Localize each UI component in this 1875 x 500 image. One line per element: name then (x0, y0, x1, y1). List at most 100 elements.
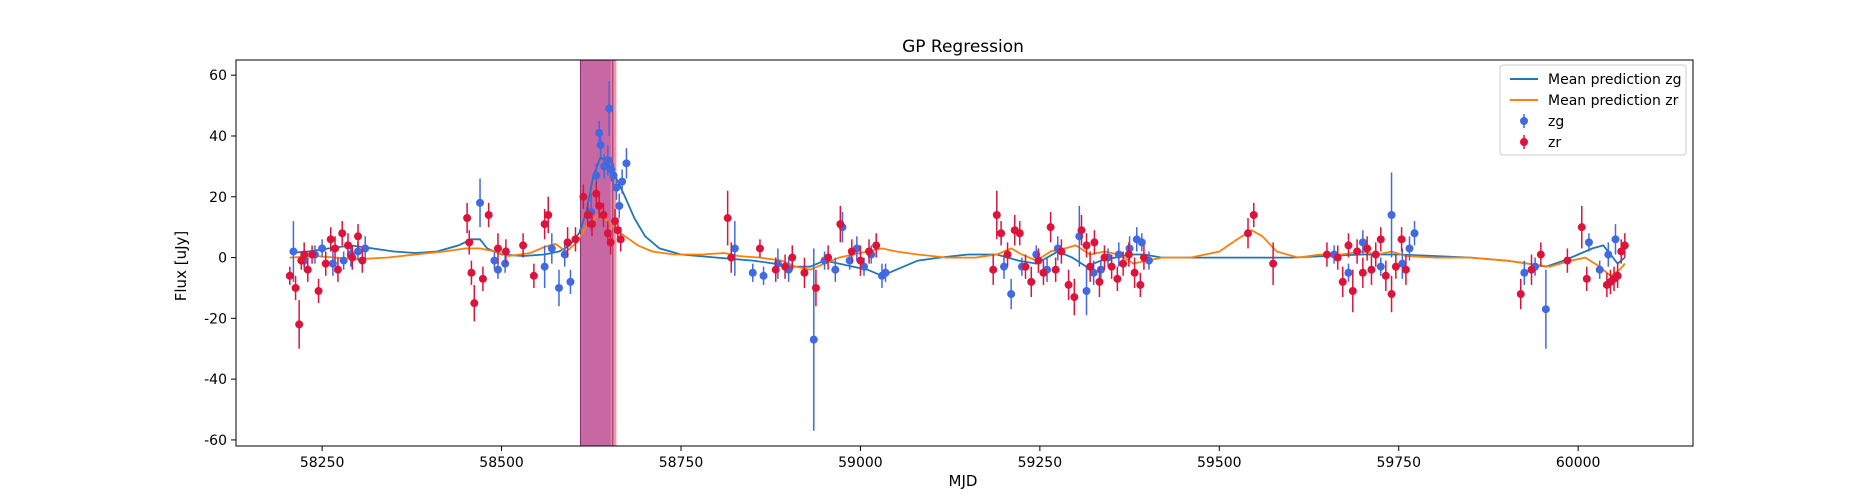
data-point (560, 250, 569, 259)
data-point (547, 244, 556, 253)
data-point (571, 235, 580, 244)
data-point (1344, 268, 1353, 277)
data-point (727, 253, 736, 262)
data-point (326, 235, 335, 244)
legend: Mean prediction zg Mean prediction zr zg zr (1499, 64, 1687, 156)
y-tick-label: 0 (218, 251, 227, 267)
x-tick-label: 59000 (838, 455, 883, 471)
data-point (836, 220, 845, 229)
x-tick-label: 58250 (300, 455, 345, 471)
data-point (1401, 265, 1410, 274)
data-point (1563, 256, 1572, 265)
data-point (1611, 235, 1620, 244)
data-point (291, 283, 300, 292)
data-point (612, 183, 621, 192)
data-point (1027, 277, 1036, 286)
data-point (865, 247, 874, 256)
data-point (1613, 271, 1622, 280)
data-point (1367, 265, 1376, 274)
data-point (540, 220, 549, 229)
data-point (788, 253, 797, 262)
legend-label: Mean prediction zr (1548, 93, 1679, 109)
y-tick-label: 40 (209, 129, 227, 145)
data-point (605, 104, 614, 113)
data-point (1410, 229, 1419, 238)
data-point (519, 241, 528, 250)
data-point (1107, 262, 1116, 271)
data-point (501, 247, 510, 256)
data-point (1391, 262, 1400, 271)
data-point (338, 229, 347, 238)
data-point (1100, 253, 1109, 262)
data-point (1541, 305, 1550, 314)
data-point (348, 253, 357, 262)
data-point (1397, 235, 1406, 244)
data-point (595, 128, 604, 137)
highlight-span-1 (610, 60, 617, 446)
x-tick-label: 59500 (1197, 455, 1242, 471)
data-point (476, 198, 485, 207)
x-tick-label: 59250 (1018, 455, 1063, 471)
data-point (600, 162, 609, 171)
data-point (1064, 280, 1073, 289)
chart-title: GP Regression (902, 37, 1024, 57)
data-point (490, 256, 499, 265)
data-point (603, 156, 612, 165)
data-point (615, 201, 624, 210)
data-point (285, 271, 294, 280)
data-point (343, 241, 352, 250)
data-point (1358, 268, 1367, 277)
data-point (540, 262, 549, 271)
data-point (1090, 238, 1099, 247)
data-point (1086, 262, 1095, 271)
data-point (328, 259, 337, 268)
y-tick-label: -40 (204, 372, 227, 388)
data-point (1582, 274, 1591, 283)
data-point (1371, 250, 1380, 259)
data-point (297, 256, 306, 265)
data-point (800, 268, 809, 277)
data-point (566, 277, 575, 286)
data-point (1353, 247, 1362, 256)
data-point (595, 201, 604, 210)
x-tick-label: 58500 (479, 455, 524, 471)
data-point (563, 238, 572, 247)
data-point (1604, 250, 1613, 259)
series-line-mean-prediction-zr (289, 213, 1626, 277)
data-point (1057, 247, 1066, 256)
data-point (771, 265, 780, 274)
data-point (989, 265, 998, 274)
data-point (592, 189, 601, 198)
data-point (318, 244, 327, 253)
data-point (1577, 223, 1586, 232)
data-point (587, 220, 596, 229)
data-point (1249, 211, 1258, 220)
data-point (1338, 277, 1347, 286)
data-point (809, 335, 818, 344)
legend-label: zr (1548, 135, 1561, 151)
data-point (1039, 268, 1048, 277)
data-point (1584, 238, 1593, 247)
data-point (467, 268, 476, 277)
plot-content (285, 60, 1629, 446)
data-point (1082, 241, 1091, 250)
data-point (493, 265, 502, 274)
data-point (1527, 265, 1536, 274)
data-point (1381, 271, 1390, 280)
data-point (300, 250, 309, 259)
plot-frame (235, 59, 1694, 447)
data-point (824, 253, 833, 262)
data-point (478, 274, 487, 283)
data-point (606, 238, 615, 247)
data-point (314, 286, 323, 295)
data-point (1051, 265, 1060, 274)
data-point (755, 244, 764, 253)
y-axis-label: Flux [uJy] (172, 231, 190, 301)
data-point (618, 177, 627, 186)
x-tick-label: 60000 (1556, 455, 1601, 471)
data-point (1021, 262, 1030, 271)
data-point (354, 232, 363, 241)
data-point (1114, 250, 1123, 259)
data-point (609, 171, 618, 180)
